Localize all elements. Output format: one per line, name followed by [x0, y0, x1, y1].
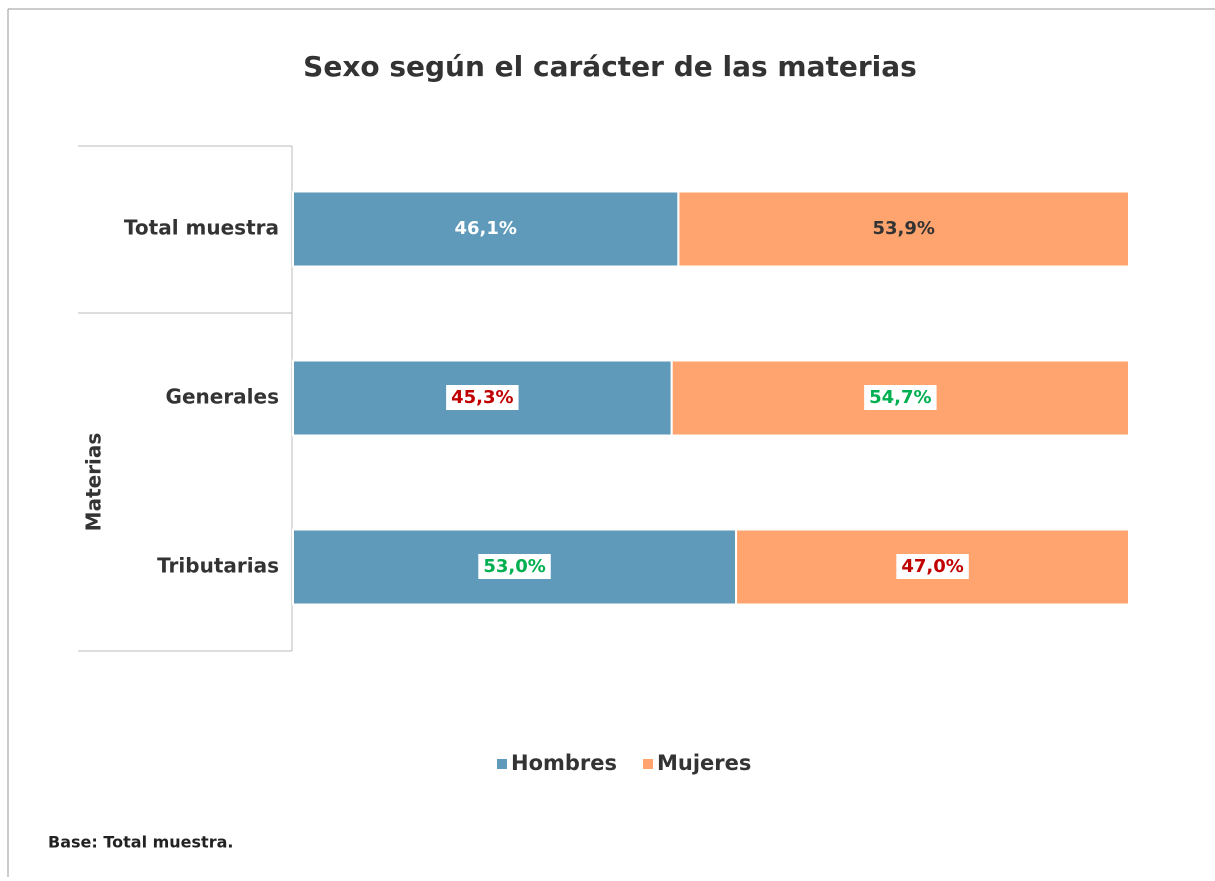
category-label: Generales	[166, 385, 279, 409]
value-label-box	[478, 554, 551, 579]
value-label: 53,9%	[872, 218, 934, 239]
value-label: 45,3%	[451, 387, 513, 408]
value-label-box	[446, 385, 519, 410]
value-label: 53,0%	[483, 556, 545, 577]
value-label-box	[896, 554, 969, 579]
value-label: 47,0%	[901, 556, 963, 577]
value-label-box	[864, 385, 937, 410]
bar-segment	[677, 190, 1130, 268]
value-label: 54,7%	[869, 387, 931, 408]
value-label: 46,1%	[454, 218, 516, 239]
bar-segment	[292, 190, 680, 268]
chart-title: Sexo según el carácter de las materias	[303, 50, 917, 83]
legend-label: Hombres	[511, 751, 617, 775]
legend-label: Mujeres	[657, 751, 751, 775]
y-axis-label: Materias	[82, 433, 106, 532]
category-label: Tributarias	[157, 554, 279, 578]
category-label: Total muestra	[124, 216, 279, 240]
legend-swatch	[497, 759, 507, 769]
footnote: Base: Total muestra.	[48, 833, 233, 852]
legend-swatch	[643, 759, 654, 769]
